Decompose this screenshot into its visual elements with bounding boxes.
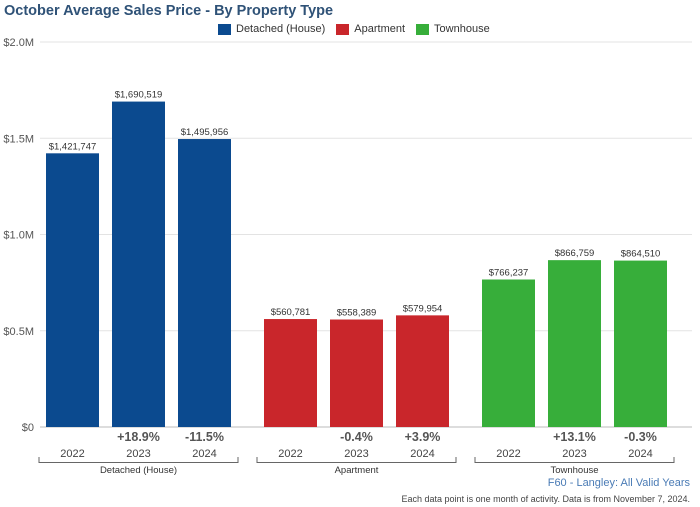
change-label: -0.3%	[624, 430, 657, 444]
change-label: -11.5%	[185, 430, 224, 444]
x-tick-label: 2023	[126, 448, 150, 460]
bar	[396, 315, 449, 427]
change-label: +3.9%	[405, 430, 441, 444]
y-tick-label: $0.5M	[3, 326, 34, 338]
bar	[264, 319, 317, 427]
footer-source-label: F60 - Langley: All Valid Years	[547, 477, 690, 489]
legend-label-apartment: Apartment	[354, 23, 406, 35]
legend-item-apartment[interactable]: Apartment	[336, 23, 405, 35]
y-tick-label: $2.0M	[3, 37, 34, 49]
bar-value-label: $1,495,956	[181, 127, 229, 138]
bar	[112, 101, 165, 427]
x-tick-label: 2024	[410, 448, 434, 460]
chart-legend: Detached (House) Apartment Townhouse	[218, 21, 501, 37]
legend-swatch-detached	[218, 23, 231, 35]
legend-label-townhouse: Townhouse	[434, 23, 490, 35]
x-tick-label: 2024	[628, 448, 652, 460]
y-tick-label: $1.0M	[3, 230, 34, 242]
x-tick-label: 2022	[60, 448, 84, 460]
bar	[178, 139, 231, 427]
x-tick-label: 2023	[562, 448, 586, 460]
bar-value-label: $866,759	[555, 248, 595, 259]
chart-title: October Average Sales Price - By Propert…	[4, 3, 334, 19]
legend-swatch-apartment	[336, 23, 350, 35]
group-label: Detached (House)	[100, 465, 177, 476]
legend-label-detached: Detached (House)	[236, 23, 326, 35]
group-label: Apartment	[335, 465, 379, 476]
legend-item-detached[interactable]: Detached (House)	[218, 23, 325, 35]
bar	[548, 260, 601, 427]
bar-value-label: $864,510	[621, 249, 661, 260]
change-label: +13.1%	[553, 430, 596, 444]
bar-chart: $0 $0.5M $1.0M $1.5M $2.0M $1,421,747 2022 $1,6…	[3, 37, 692, 476]
legend-item-townhouse[interactable]: Townhouse	[416, 23, 490, 35]
bar-value-label: $1,690,519	[115, 90, 163, 101]
y-tick-label: $0	[22, 422, 34, 434]
bar-value-label: $1,421,747	[49, 141, 97, 152]
bar-value-label: $558,389	[337, 308, 377, 319]
bar	[614, 260, 667, 427]
change-label: -0.4%	[340, 430, 373, 444]
bar	[330, 319, 383, 427]
bar-value-label: $766,237	[489, 267, 529, 278]
group-label: Townhouse	[550, 465, 598, 476]
bar-value-label: $560,781	[271, 307, 311, 318]
change-label: +18.9%	[117, 430, 160, 444]
footer-note: Each data point is one month of activity…	[401, 494, 690, 504]
x-tick-label: 2024	[192, 448, 216, 460]
x-tick-label: 2023	[344, 448, 368, 460]
y-tick-label: $1.5M	[3, 133, 34, 145]
bar	[46, 153, 99, 427]
bar	[482, 279, 535, 427]
bar-value-label: $579,954	[403, 303, 443, 314]
x-tick-label: 2022	[496, 448, 520, 460]
legend-swatch-townhouse	[416, 23, 430, 35]
x-tick-label: 2022	[278, 448, 302, 460]
